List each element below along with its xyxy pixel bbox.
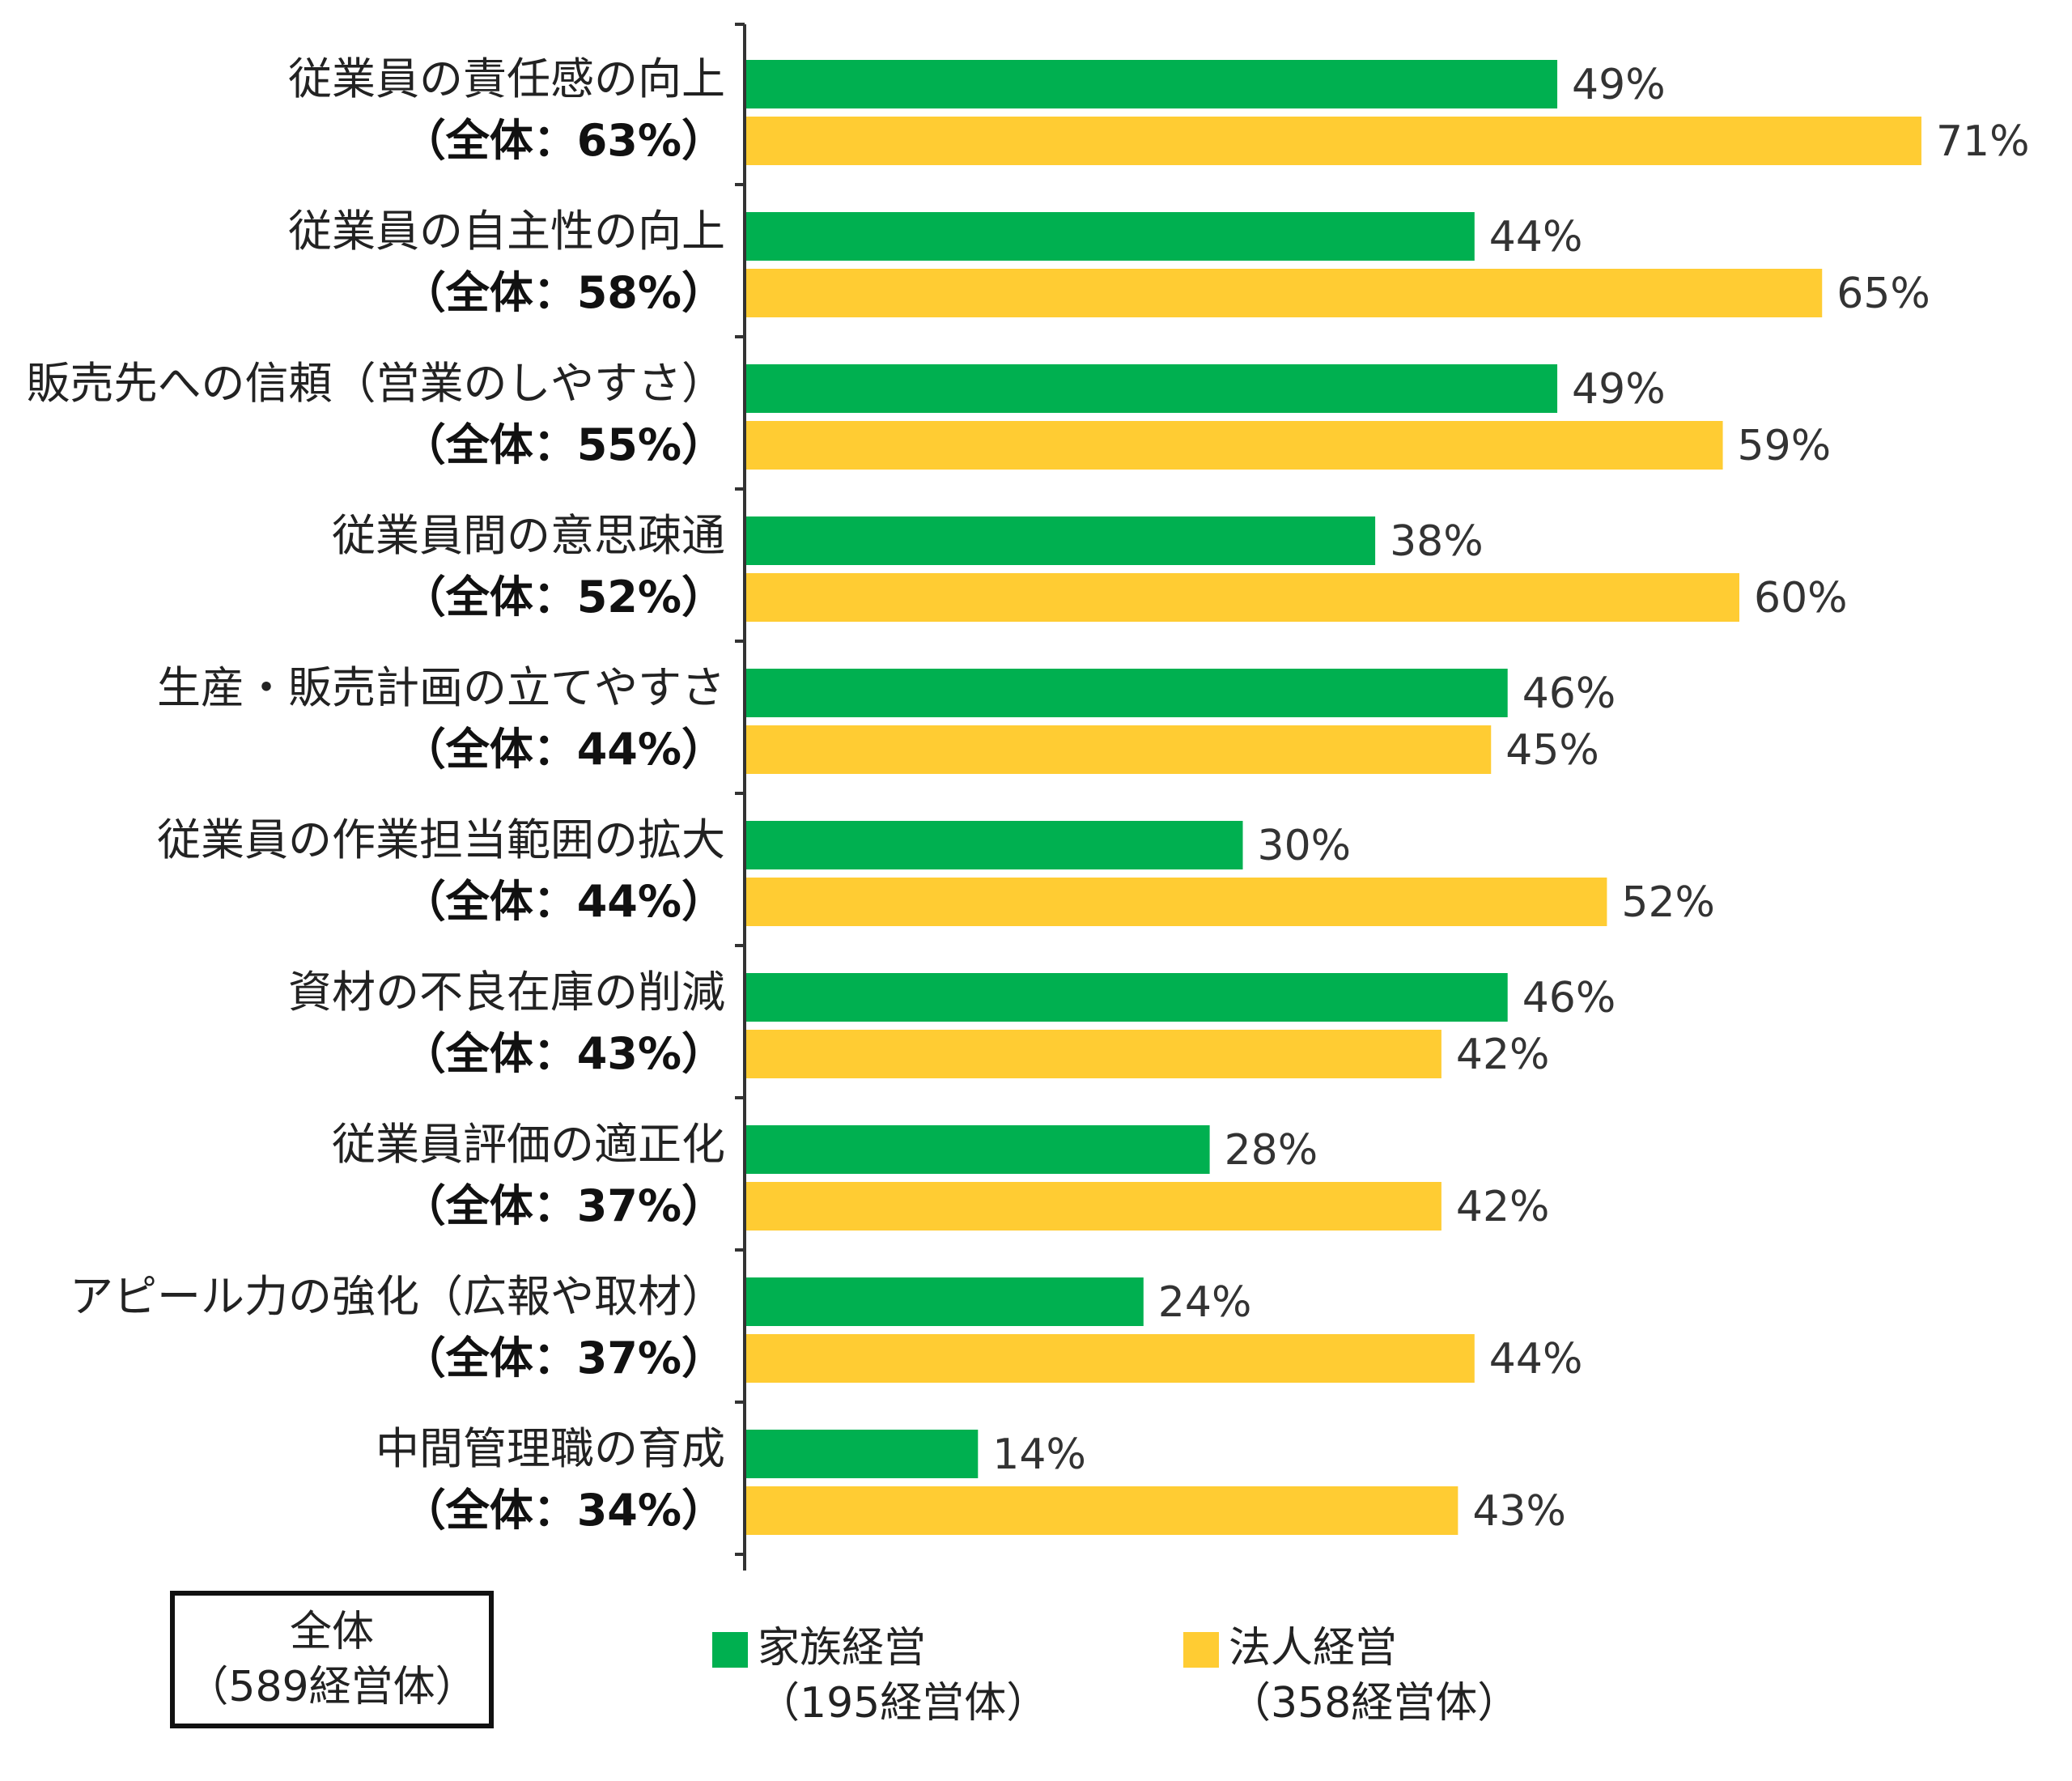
bar-corporate [746, 269, 1823, 317]
value-label-corporate: 44% [1489, 1335, 1583, 1384]
value-label-corporate: 59% [1738, 422, 1832, 470]
bar-family [746, 364, 1558, 413]
bar-corporate [746, 421, 1723, 470]
value-label-corporate: 71% [1936, 117, 2030, 166]
value-label-family: 49% [1572, 61, 1666, 109]
value-label-family: 49% [1572, 365, 1666, 414]
value-label-family: 28% [1225, 1126, 1318, 1175]
bar-corporate [746, 725, 1492, 774]
value-label-corporate: 65% [1836, 270, 1930, 318]
category-total-label: （全体：37%） [402, 1333, 725, 1384]
bar-corporate [746, 1030, 1441, 1078]
category-label: 従業員評価の適正化 [332, 1119, 725, 1170]
category-label: 従業員の自主性の向上 [288, 206, 725, 257]
category-total-label: （全体：44%） [402, 876, 725, 927]
bar-family [746, 821, 1243, 869]
legend-item-corporate: 法人経営 （358経営体） [1183, 1621, 1519, 1731]
category-total-label: （全体：52%） [402, 572, 725, 623]
category-total-label: （全体：44%） [402, 724, 725, 775]
bar-family [746, 516, 1376, 565]
value-label-corporate: 45% [1505, 726, 1599, 775]
value-label-family: 30% [1258, 822, 1352, 870]
category-total-label: （全体：43%） [402, 1028, 725, 1079]
category-label: 従業員の責任感の向上 [288, 53, 725, 104]
value-label-corporate: 42% [1456, 1183, 1550, 1231]
value-label-corporate: 52% [1621, 878, 1715, 927]
category-total-label: （全体：58%） [402, 267, 725, 318]
category-total-label: （全体：34%） [402, 1485, 725, 1536]
bar-corporate [746, 1334, 1475, 1383]
bar-corporate [746, 1182, 1441, 1231]
value-label-family: 24% [1158, 1278, 1252, 1327]
bar-family [746, 669, 1508, 717]
bar-family [746, 1125, 1210, 1174]
legend-item-family: 家族経営 （195経営体） [712, 1621, 1048, 1731]
value-label-family: 38% [1390, 517, 1484, 566]
category-label: 資材の不良在庫の削減 [288, 967, 725, 1018]
bar-family [746, 1277, 1144, 1326]
legend-corporate-count: （358経営体） [1229, 1679, 1520, 1728]
bar-family [746, 60, 1558, 108]
legend-swatch-corporate [1183, 1632, 1219, 1668]
category-total-label: （全体：55%） [402, 419, 725, 470]
value-label-corporate: 60% [1754, 574, 1848, 623]
category-label: 生産・販売計画の立てやすさ [157, 662, 725, 713]
value-label-family: 46% [1522, 669, 1616, 718]
bar-corporate [746, 573, 1739, 622]
bar-corporate [746, 117, 1921, 165]
category-total-label: （全体：63%） [402, 115, 725, 166]
bar-family [746, 212, 1475, 261]
value-label-family: 46% [1522, 974, 1616, 1022]
bar-family [746, 1430, 979, 1478]
value-label-corporate: 42% [1456, 1031, 1550, 1079]
value-label-family: 44% [1489, 213, 1583, 261]
value-label-corporate: 43% [1472, 1487, 1566, 1536]
category-label: 販売先への信頼（営業のしやすさ） [27, 358, 725, 409]
category-label: 従業員の作業担当範囲の拡大 [157, 814, 725, 865]
bar-family [746, 973, 1508, 1022]
legend-family-count: （195経営体） [758, 1679, 1049, 1728]
category-label: アピール力の強化（広報や取材） [70, 1271, 725, 1322]
category-label: 従業員間の意思疎通 [332, 510, 725, 561]
value-label-family: 14% [992, 1430, 1086, 1479]
legend-swatch-family [712, 1632, 748, 1668]
bar-corporate [746, 1486, 1458, 1535]
category-total-label: （全体：37%） [402, 1180, 725, 1231]
category-label: 中間管理職の育成 [376, 1423, 725, 1474]
bar-corporate [746, 878, 1607, 926]
legend-corporate-name: 法人経営 [1229, 1624, 1398, 1673]
legend-overall-count: （589経営体） [186, 1663, 478, 1711]
legend-family-name: 家族経営 [758, 1624, 927, 1673]
legend-overall-title: 全体 [289, 1608, 374, 1656]
legend-overall-box: 全体 （589経営体） [170, 1591, 494, 1728]
